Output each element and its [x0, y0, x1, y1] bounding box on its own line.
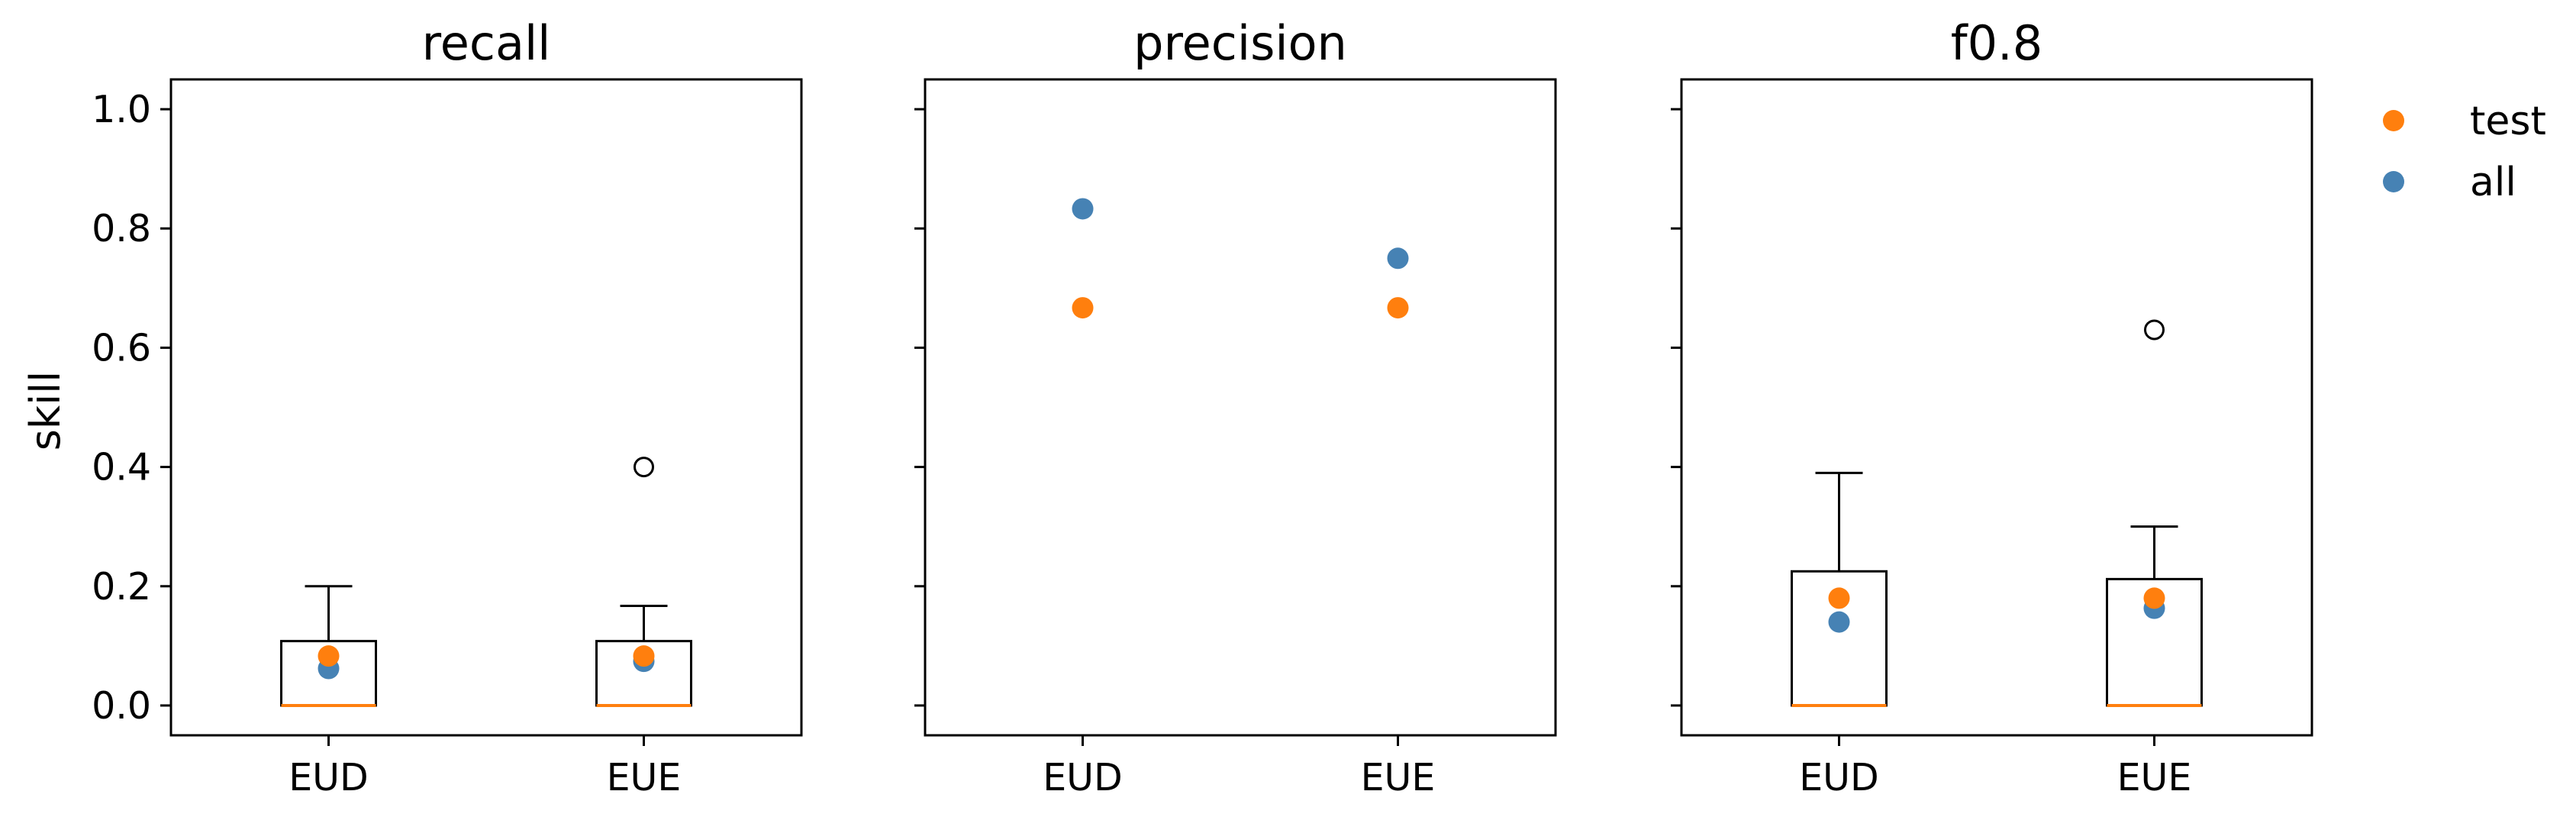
panel-title: f0.8 — [1951, 15, 2042, 71]
y-axis-label: skill — [21, 371, 69, 450]
boxplot-eue — [595, 457, 692, 707]
panel-title: precision — [1133, 15, 1347, 71]
x-tick-label: EUD — [1799, 756, 1879, 799]
point-all-eue — [1387, 247, 1409, 270]
legend: test all — [2383, 98, 2546, 205]
point-test-eud — [318, 645, 340, 667]
boxplot-eue — [2106, 319, 2203, 707]
y-tick-label: 0.4 — [92, 446, 151, 489]
y-tick-label: 0.0 — [92, 684, 151, 728]
axes-frame — [169, 78, 803, 737]
point-all-eud — [1828, 611, 1850, 633]
legend-label-all: all — [2470, 160, 2516, 205]
point-test-eue — [633, 645, 655, 667]
point-test-eue — [1387, 297, 1409, 319]
panel-f0-8: f0.8 EUD EUE — [1671, 15, 2313, 799]
x-tick-label: EUD — [289, 756, 369, 799]
legend-marker-all — [2383, 171, 2404, 192]
outlier-point — [2144, 319, 2165, 341]
legend-label-test: test — [2470, 98, 2546, 144]
axes-frame — [1680, 78, 2313, 737]
boxplot-eud — [280, 585, 377, 707]
y-tick-label: 1.0 — [92, 88, 151, 131]
legend-marker-test — [2383, 110, 2404, 131]
x-tick-label: EUD — [1043, 756, 1123, 799]
panel-title: recall — [422, 15, 551, 71]
boxplot-eud — [1791, 471, 1888, 707]
y-tick-label: 0.6 — [92, 326, 151, 370]
panel-precision: precision EUD EUE — [914, 15, 1557, 799]
panel-recall: recall 0.0 0.2 0.4 0.6 0.8 1.0 EUD EUE — [92, 15, 803, 799]
x-tick-label: EUE — [607, 756, 682, 799]
axes-frame — [924, 78, 1557, 737]
point-test-eud — [1828, 587, 1850, 609]
x-tick-label: EUE — [1361, 756, 1436, 799]
y-tick-label: 0.2 — [92, 565, 151, 609]
point-all-eud — [1072, 198, 1094, 220]
x-tick-label: EUE — [2117, 756, 2192, 799]
outlier-point — [634, 457, 654, 478]
point-test-eue — [2143, 587, 2165, 609]
y-tick-label: 0.8 — [92, 207, 151, 250]
point-test-eud — [1072, 297, 1094, 319]
